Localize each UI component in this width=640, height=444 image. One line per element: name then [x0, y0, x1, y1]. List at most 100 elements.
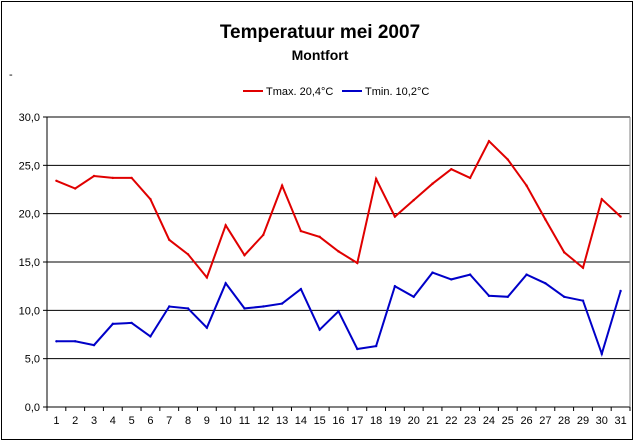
series-0-point-11 — [243, 254, 246, 257]
legend: Tmax. 20,4°C Tmin. 10,2°C — [243, 86, 429, 98]
x-tick-label-25: 25 — [502, 415, 514, 427]
series-0-point-16 — [337, 250, 340, 253]
x-tick-label-1: 1 — [53, 415, 59, 427]
series-1-point-28 — [562, 295, 566, 298]
x-tick-label-27: 27 — [539, 415, 551, 427]
y-tick-label-0: 0,0 — [25, 402, 40, 414]
series-1-point-18 — [374, 344, 378, 348]
series-0-point-6 — [149, 197, 152, 201]
x-tick-label-21: 21 — [426, 415, 438, 427]
series-1-point-13 — [280, 302, 284, 305]
series-1-point-24 — [487, 294, 491, 298]
y-tick-label-1: 5,0 — [25, 354, 40, 366]
series-0-point-8 — [186, 253, 190, 256]
x-tick-label-15: 15 — [314, 415, 326, 427]
series-0-point-1 — [55, 179, 58, 182]
x-tick-label-7: 7 — [166, 415, 172, 427]
x-tick-label-28: 28 — [558, 415, 570, 427]
stray-mark: - — [9, 69, 13, 81]
series-1-point-20 — [412, 295, 415, 298]
series-0-point-31 — [619, 215, 622, 218]
series-1-point-25 — [506, 295, 509, 298]
series-0-point-9 — [205, 276, 209, 279]
series-0-point-28 — [562, 251, 566, 254]
series-1-point-9 — [205, 326, 209, 329]
series-0-point-21 — [431, 182, 434, 185]
series-0-point-30 — [600, 197, 603, 201]
series-0-point-3 — [92, 174, 96, 178]
series-1-point-8 — [186, 307, 190, 310]
series-1-point-10 — [224, 282, 227, 285]
series-1-point-4 — [111, 322, 115, 326]
series-0-point-17 — [356, 261, 359, 265]
series-1-point-30 — [600, 352, 603, 356]
series-1-point-7 — [168, 305, 171, 308]
x-tick-label-9: 9 — [204, 415, 210, 427]
x-tick-label-12: 12 — [257, 415, 269, 427]
series-1-point-12 — [262, 305, 265, 308]
x-tick-label-6: 6 — [147, 415, 153, 427]
legend-label-tmin: Tmin. 10,2°C — [365, 86, 429, 98]
legend-label-tmax: Tmax. 20,4°C — [266, 86, 333, 98]
x-tick-label-4: 4 — [110, 415, 116, 427]
series-0-point-19 — [393, 215, 397, 218]
series-0-point-25 — [506, 158, 509, 161]
series-1-point-5 — [130, 321, 133, 325]
x-tick-label-29: 29 — [577, 415, 589, 427]
series-1-point-26 — [525, 273, 528, 276]
series-0-point-24 — [487, 139, 491, 143]
series-0-point-18 — [374, 177, 378, 181]
series-0-point-20 — [412, 198, 415, 202]
series-1-point-17 — [356, 347, 359, 351]
series-1-point-29 — [581, 299, 585, 302]
series-0-point-4 — [111, 176, 115, 180]
x-tick-label-16: 16 — [332, 415, 344, 427]
series-1-point-23 — [468, 273, 472, 276]
x-tick-label-10: 10 — [220, 415, 232, 427]
chart-subtitle: Montfort — [292, 47, 349, 63]
series-1-point-31 — [619, 289, 622, 293]
series-0-point-23 — [468, 176, 472, 180]
x-tick-label-8: 8 — [185, 415, 191, 427]
x-tick-label-11: 11 — [239, 415, 250, 427]
x-tick-label-14: 14 — [295, 415, 307, 427]
x-tick-label-17: 17 — [351, 415, 363, 427]
x-tick-label-31: 31 — [614, 415, 626, 427]
x-tick-label-13: 13 — [276, 415, 288, 427]
series-1-point-2 — [74, 340, 77, 343]
y-tick-label-4: 20,0 — [19, 209, 40, 221]
series-0-point-27 — [544, 218, 547, 221]
x-tick-label-26: 26 — [520, 415, 532, 427]
series-0-point-2 — [74, 187, 77, 190]
y-tick-label-5: 25,0 — [19, 160, 40, 172]
series-0-point-13 — [280, 184, 284, 187]
series-0-point-22 — [450, 168, 453, 171]
series-1-point-11 — [243, 307, 246, 310]
x-tick-label-22: 22 — [445, 415, 457, 427]
x-tick-label-24: 24 — [483, 415, 495, 427]
x-tick-label-2: 2 — [72, 415, 78, 427]
series-1-point-16 — [337, 310, 340, 313]
series-0-point-5 — [130, 176, 133, 180]
x-tick-label-20: 20 — [408, 415, 420, 427]
series-0-point-26 — [525, 184, 528, 187]
series-1-point-27 — [544, 282, 547, 285]
series-1-point-22 — [450, 278, 453, 281]
series-0-point-29 — [581, 266, 585, 269]
y-tick-label-6: 30,0 — [19, 112, 40, 124]
series-0-point-10 — [224, 224, 227, 227]
series-1-point-19 — [393, 284, 397, 288]
series-0-point-15 — [318, 235, 321, 239]
chart-title: Temperatuur mei 2007 — [220, 22, 420, 43]
x-tick-label-19: 19 — [389, 415, 401, 427]
series-0-point-12 — [262, 233, 265, 237]
x-tick-label-3: 3 — [91, 415, 97, 427]
x-tick-label-23: 23 — [464, 415, 476, 427]
x-tick-label-18: 18 — [370, 415, 382, 427]
y-tick-label-3: 15,0 — [19, 257, 40, 269]
x-tick-label-5: 5 — [129, 415, 135, 427]
series-1-point-15 — [318, 328, 321, 331]
series-1-point-14 — [299, 287, 303, 291]
series-1-point-1 — [55, 340, 58, 343]
